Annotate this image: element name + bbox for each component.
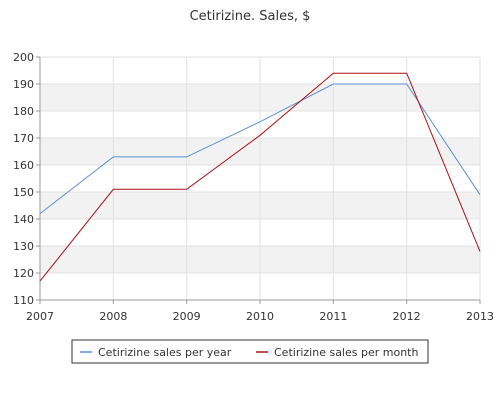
series-line-2 (39, 72, 481, 282)
y-tick-label: 160 (13, 159, 34, 172)
y-tick-label: 180 (13, 105, 34, 118)
x-tick-label: 2007 (26, 310, 54, 323)
y-tick-label: 200 (13, 51, 34, 64)
x-tick-label: 2013 (466, 310, 494, 323)
chart-title: Cetirizine. Sales, $ (190, 9, 311, 24)
legend-box (71, 339, 429, 364)
legend: Cetirizine sales per year Cetirizine sale… (71, 339, 429, 364)
x-tick-label: 2012 (393, 310, 421, 323)
y-tick-label: 170 (13, 132, 34, 145)
legend-label-1: Cetirizine sales per year (98, 346, 232, 359)
x-tick-label: 2008 (99, 310, 127, 323)
series-line-1 (39, 83, 481, 214)
y-tick-label: 120 (13, 267, 34, 280)
x-tick-label: 2009 (173, 310, 201, 323)
x-axis-ticks: 2007 2008 2009 2010 2011 2012 2013 (26, 300, 494, 323)
y-tick-label: 150 (13, 186, 34, 199)
y-axis-ticks: 110 120 130 140 150 160 170 180 190 200 (13, 51, 40, 307)
legend-label-2: Cetirizine sales per month (274, 346, 418, 359)
x-tick-label: 2010 (246, 310, 274, 323)
y-tick-label: 130 (13, 240, 34, 253)
y-tick-label: 190 (13, 78, 34, 91)
y-tick-label: 110 (13, 294, 34, 307)
y-tick-label: 140 (13, 213, 34, 226)
x-tick-label: 2011 (319, 310, 347, 323)
series-lines (39, 72, 481, 282)
